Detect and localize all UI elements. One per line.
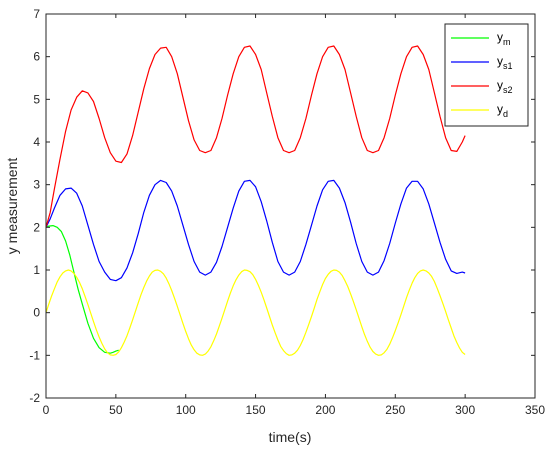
legend-entry-main: y bbox=[497, 30, 503, 44]
legend-entry-main: y bbox=[497, 78, 503, 92]
x-tick-label: 150 bbox=[246, 403, 266, 417]
legend-entry: ym bbox=[497, 30, 511, 47]
legend-entry: ys2 bbox=[497, 78, 513, 95]
series-line-y-s2 bbox=[45, 45, 466, 228]
y-axis-label: y measurement bbox=[4, 158, 20, 255]
y-tick-label: 7 bbox=[33, 7, 40, 21]
legend-entry-main: y bbox=[497, 102, 503, 116]
legend-entry: ys1 bbox=[497, 54, 513, 71]
legend-entry-subscript: s2 bbox=[503, 85, 513, 95]
x-axis-label: time(s) bbox=[269, 429, 312, 445]
y-tick-label: -2 bbox=[29, 391, 40, 405]
y-tick-label: 4 bbox=[33, 135, 40, 149]
x-tick-label: 300 bbox=[455, 403, 475, 417]
plot-frame bbox=[45, 13, 536, 399]
legend-box bbox=[444, 23, 529, 127]
legend-entry-subscript: m bbox=[503, 37, 511, 47]
legend-entry-main: y bbox=[497, 54, 503, 68]
x-tick-label: 100 bbox=[176, 403, 196, 417]
x-tick-label: 0 bbox=[43, 403, 50, 417]
legend-entry-subscript: s1 bbox=[503, 61, 513, 71]
legend-entry: yd bbox=[497, 102, 508, 119]
x-tick-label: 200 bbox=[315, 403, 335, 417]
series-line-y-d bbox=[45, 269, 466, 356]
series-line-y-m bbox=[45, 225, 119, 354]
x-tick-label: 250 bbox=[385, 403, 405, 417]
series-line-y-s1 bbox=[45, 179, 466, 282]
x-tick-label: 350 bbox=[525, 403, 545, 417]
tick-layer: 0 50 100 150 200 250 300 350 -2 -1 0 1 2 3 4 5 6 7 bbox=[29, 7, 545, 417]
legend-entry-subscript: d bbox=[503, 109, 508, 119]
y-tick-label: 3 bbox=[33, 178, 40, 192]
y-tick-label: 1 bbox=[33, 263, 40, 277]
y-tick-label: 0 bbox=[33, 306, 40, 320]
series-layer bbox=[45, 45, 466, 356]
y-tick-label: 2 bbox=[33, 220, 40, 234]
y-tick-label: 5 bbox=[33, 92, 40, 106]
y-tick-label: 6 bbox=[33, 50, 40, 64]
x-tick-label: 50 bbox=[109, 403, 123, 417]
y-tick-label: -1 bbox=[29, 348, 40, 362]
